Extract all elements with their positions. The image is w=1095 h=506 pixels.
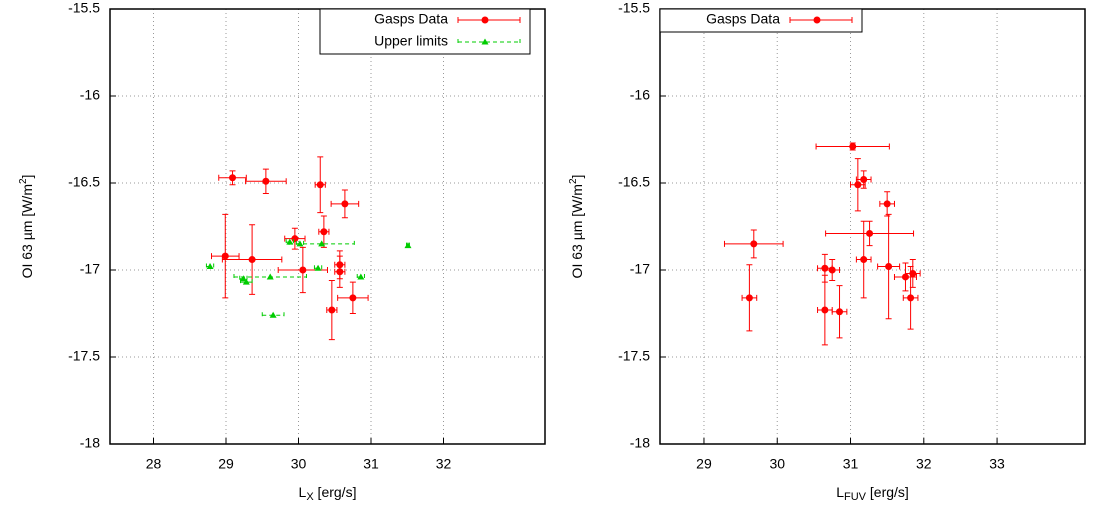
data-point <box>291 235 299 243</box>
x-label-main: L <box>299 484 307 500</box>
x-label-end: [erg/s] <box>314 484 357 500</box>
data-point <box>745 294 753 302</box>
x-tick-label: 30 <box>769 456 785 472</box>
upper-limit-point <box>404 242 412 249</box>
y-axis-label: OI 63 µm [W/m2] <box>568 175 585 279</box>
data-point <box>341 200 349 208</box>
x-error-bar <box>240 279 253 286</box>
y-label-end: ] <box>569 175 585 179</box>
upper-limit-point <box>318 240 326 247</box>
data-point <box>836 308 844 316</box>
upper-limit-point <box>239 275 247 282</box>
legend-line <box>457 17 521 23</box>
data-point <box>262 177 270 185</box>
upper-limit-point <box>242 278 250 285</box>
x-tick-label: 32 <box>436 456 452 472</box>
legend: Gasps Data <box>659 8 863 33</box>
data-point <box>248 256 256 264</box>
x-tick-label: 28 <box>146 456 162 472</box>
data-point <box>221 252 229 260</box>
y-tick-label: -15.5 <box>68 0 100 16</box>
legend-box <box>319 8 531 55</box>
y-tick-label: -16 <box>630 87 650 103</box>
y-tick-label: -16 <box>80 87 100 103</box>
data-point <box>860 176 868 184</box>
x-error-bar <box>288 240 355 247</box>
data-point <box>299 266 307 274</box>
y-label-end: ] <box>19 175 35 179</box>
x-label-main: L <box>836 484 844 500</box>
upper-limit-point <box>269 311 277 318</box>
y-label-sup: 2 <box>568 178 579 184</box>
data-point <box>828 266 836 274</box>
y-tick-label: -17 <box>630 261 650 277</box>
x-tick-label: 29 <box>696 456 712 472</box>
upper-limit-point <box>206 263 214 270</box>
legend-line <box>789 17 853 23</box>
legend: Gasps Data Upper limits <box>319 8 531 55</box>
upper-limit-point <box>357 273 365 280</box>
x-tick-label: 31 <box>843 456 859 472</box>
legend-marker <box>481 16 489 24</box>
y-tick-label: -15.5 <box>618 0 650 16</box>
upper-limit-point <box>266 273 274 280</box>
x-label-end: [erg/s] <box>866 484 909 500</box>
plot-frame <box>109 8 546 445</box>
plot: -15.5 -16 -16.5 -17 -17.5 -18 29 30 31 32 33 LFUV [… <box>568 0 1086 503</box>
y-label-main: OI 63 µm [W/m <box>19 184 35 278</box>
plot: -15.5 -16 -16.5 -17 -17.5 -18 28 29 30 31 32 LX [er… <box>18 0 546 503</box>
data-point <box>907 294 915 302</box>
legend-box <box>659 8 863 33</box>
legend-label: Gasps Data <box>706 11 780 27</box>
data-point <box>316 181 324 189</box>
upper-limit-point <box>314 264 322 271</box>
data-point <box>883 200 891 208</box>
data-point <box>860 256 868 264</box>
x-axis-label: LX [erg/s] <box>299 484 357 503</box>
y-tick-label: -18 <box>630 435 650 451</box>
data-point <box>750 240 758 248</box>
upper-limit-point <box>286 238 294 245</box>
y-tick-label: -17.5 <box>618 348 650 364</box>
plot-frame <box>659 8 1086 445</box>
data-point <box>854 181 862 189</box>
data-point <box>229 174 237 182</box>
y-tick-label: -17 <box>80 261 100 277</box>
y-axis-label: OI 63 µm [W/m2] <box>18 175 35 279</box>
x-label-sub: X <box>306 491 314 503</box>
legend-marker <box>813 16 821 24</box>
y-label-main: OI 63 µm [W/m <box>569 184 585 278</box>
data-point <box>901 273 909 281</box>
data-point <box>320 228 328 236</box>
data-point <box>821 306 829 314</box>
data-point <box>328 306 336 314</box>
legend-line <box>457 39 521 45</box>
data-point <box>849 142 857 150</box>
x-tick-label: 32 <box>916 456 932 472</box>
y-tick-label: -17.5 <box>68 348 100 364</box>
data-point <box>885 263 893 271</box>
x-tick-label: 33 <box>989 456 1005 472</box>
x-axis-label: LFUV [erg/s] <box>836 484 909 503</box>
x-tick-label: 30 <box>291 456 307 472</box>
legend-marker <box>481 38 489 45</box>
data-point <box>336 268 344 276</box>
x-tick-label: 31 <box>363 456 379 472</box>
y-tick-label: -16.5 <box>68 174 100 190</box>
x-label-sub: FUV <box>844 491 867 503</box>
data-point <box>866 229 874 237</box>
x-tick-label: 29 <box>218 456 234 472</box>
y-tick-label: -18 <box>80 435 100 451</box>
legend-label: Gasps Data <box>374 11 448 27</box>
legend-label: Upper limits <box>374 33 448 49</box>
y-tick-label: -16.5 <box>618 174 650 190</box>
data-point <box>349 294 357 302</box>
y-label-sup: 2 <box>18 178 29 184</box>
